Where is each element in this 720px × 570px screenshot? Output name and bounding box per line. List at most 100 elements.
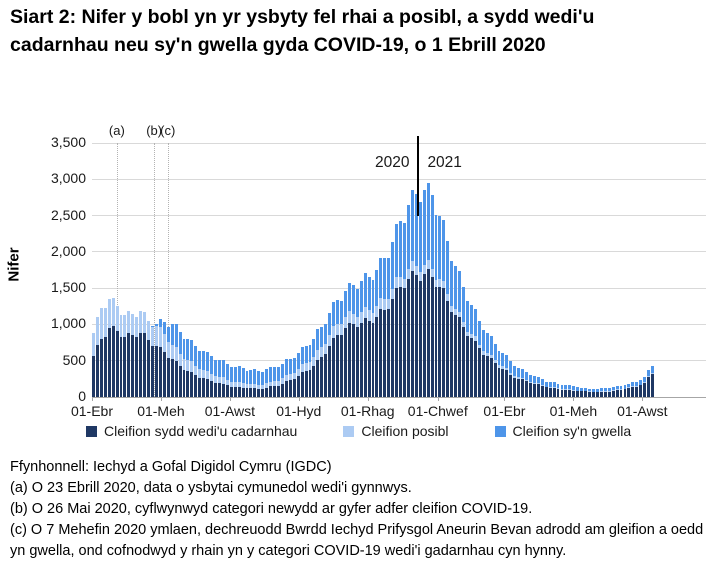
bar-segment-0 — [410, 270, 414, 397]
bar-segment-1 — [383, 299, 387, 310]
bar-segment-0 — [367, 320, 371, 397]
bar-stack — [477, 320, 481, 397]
bar-stack — [469, 305, 473, 397]
bar-segment-1 — [225, 379, 229, 386]
bar-stack — [568, 385, 572, 397]
bar-segment-1 — [351, 313, 355, 325]
bar-segment-1 — [166, 342, 170, 358]
x-tick-label: 01-Hyd — [276, 403, 322, 419]
bar-stack — [198, 350, 202, 397]
x-tick-label: 01-Meh — [549, 403, 598, 419]
bar-segment-1 — [576, 390, 580, 392]
bar-segment-1 — [273, 381, 277, 387]
bar-segment-0 — [359, 323, 363, 397]
bar-segment-0 — [328, 346, 332, 397]
bar-segment-0 — [371, 322, 375, 397]
x-tick-mark — [504, 397, 506, 401]
bar-segment-1 — [387, 298, 391, 310]
bar-stack — [269, 366, 273, 397]
bar-segment-1 — [517, 376, 521, 379]
bar-stack — [95, 316, 99, 397]
bar-stack — [485, 333, 489, 397]
bar-stack — [430, 195, 434, 397]
bar-stack — [170, 323, 174, 397]
bar-stack — [111, 297, 115, 397]
bar-segment-2 — [639, 380, 643, 385]
bar-stack — [194, 345, 198, 397]
bar-segment-0 — [623, 389, 627, 397]
bar-segment-1 — [639, 384, 643, 386]
bar-segment-2 — [253, 368, 257, 384]
bar-segment-2 — [611, 387, 615, 391]
legend-label: Cleifion posibl — [361, 423, 449, 439]
gridline-0 — [92, 396, 706, 398]
bar-segment-0 — [253, 388, 257, 397]
bar-segment-2 — [458, 270, 462, 312]
bar-stack — [261, 371, 265, 397]
bar-stack — [296, 352, 300, 397]
bar-segment-2 — [387, 257, 391, 299]
bar-segment-1 — [422, 264, 426, 274]
bar-segment-0 — [501, 368, 505, 397]
bar-segment-2 — [214, 360, 217, 377]
footnote-1: (a) O 23 Ebrill 2020, data o ysbytai cym… — [10, 479, 412, 496]
bar-stack — [434, 215, 438, 397]
bar-stack — [107, 299, 111, 397]
bar-stack — [288, 358, 292, 397]
bar-segment-1 — [493, 360, 497, 364]
bar-segment-2 — [343, 291, 347, 317]
bar-segment-0 — [576, 391, 580, 397]
bar-stack — [135, 317, 139, 397]
bar-segment-1 — [265, 383, 269, 388]
bar-stack — [359, 280, 363, 397]
bar-segment-2 — [462, 287, 465, 323]
gridline-1,500 — [92, 287, 706, 289]
bar-stack — [481, 330, 485, 397]
bar-segment-0 — [552, 387, 556, 397]
bar-segment-0 — [206, 378, 210, 397]
bar-stack — [265, 369, 269, 397]
bar-segment-2 — [485, 333, 489, 354]
bar-segment-2 — [564, 385, 568, 390]
bar-segment-2 — [450, 260, 454, 307]
bar-segment-2 — [501, 353, 505, 367]
bar-segment-1 — [292, 372, 296, 379]
bar-segment-0 — [300, 372, 304, 397]
bar-segment-2 — [580, 387, 584, 391]
bar-stack — [320, 326, 324, 397]
x-tick-mark — [298, 397, 300, 401]
bar-segment-0 — [174, 360, 178, 397]
bar-segment-1 — [277, 380, 280, 386]
bar-segment-1 — [304, 362, 308, 372]
bar-segment-1 — [403, 279, 406, 289]
bar-segment-2 — [615, 385, 619, 390]
bar-segment-2 — [517, 367, 521, 377]
bar-segment-2 — [367, 276, 371, 310]
bar-segment-2 — [399, 221, 402, 277]
bar-segment-1 — [568, 389, 572, 390]
bar-segment-0 — [540, 386, 544, 397]
bar-segment-2 — [178, 331, 182, 354]
bar-segment-1 — [257, 384, 261, 389]
bar-segment-1 — [481, 351, 485, 355]
bar-segment-2 — [166, 326, 170, 343]
bar-stack — [572, 386, 576, 397]
bar-segment-1 — [92, 333, 95, 357]
bar-segment-1 — [245, 384, 249, 389]
bar-segment-0 — [343, 328, 347, 397]
year-label-2021: 2021 — [427, 154, 462, 171]
bar-stack — [103, 308, 107, 397]
bar-segment-1 — [95, 316, 99, 346]
bar-segment-1 — [316, 350, 320, 360]
bar-segment-1 — [505, 368, 509, 371]
bar-segment-2 — [599, 388, 603, 391]
legend-item-0: Cleifion sydd wedi'u cadarnhau — [86, 423, 297, 439]
bar-segment-2 — [414, 193, 418, 267]
bar-stack — [190, 339, 194, 397]
bar-segment-2 — [206, 351, 210, 371]
x-tick-label: 01-Ebr — [483, 403, 526, 419]
bar-segment-2 — [410, 189, 414, 262]
bar-stack — [651, 365, 654, 397]
bar-segment-2 — [513, 366, 517, 376]
bar-segment-0 — [588, 391, 591, 397]
